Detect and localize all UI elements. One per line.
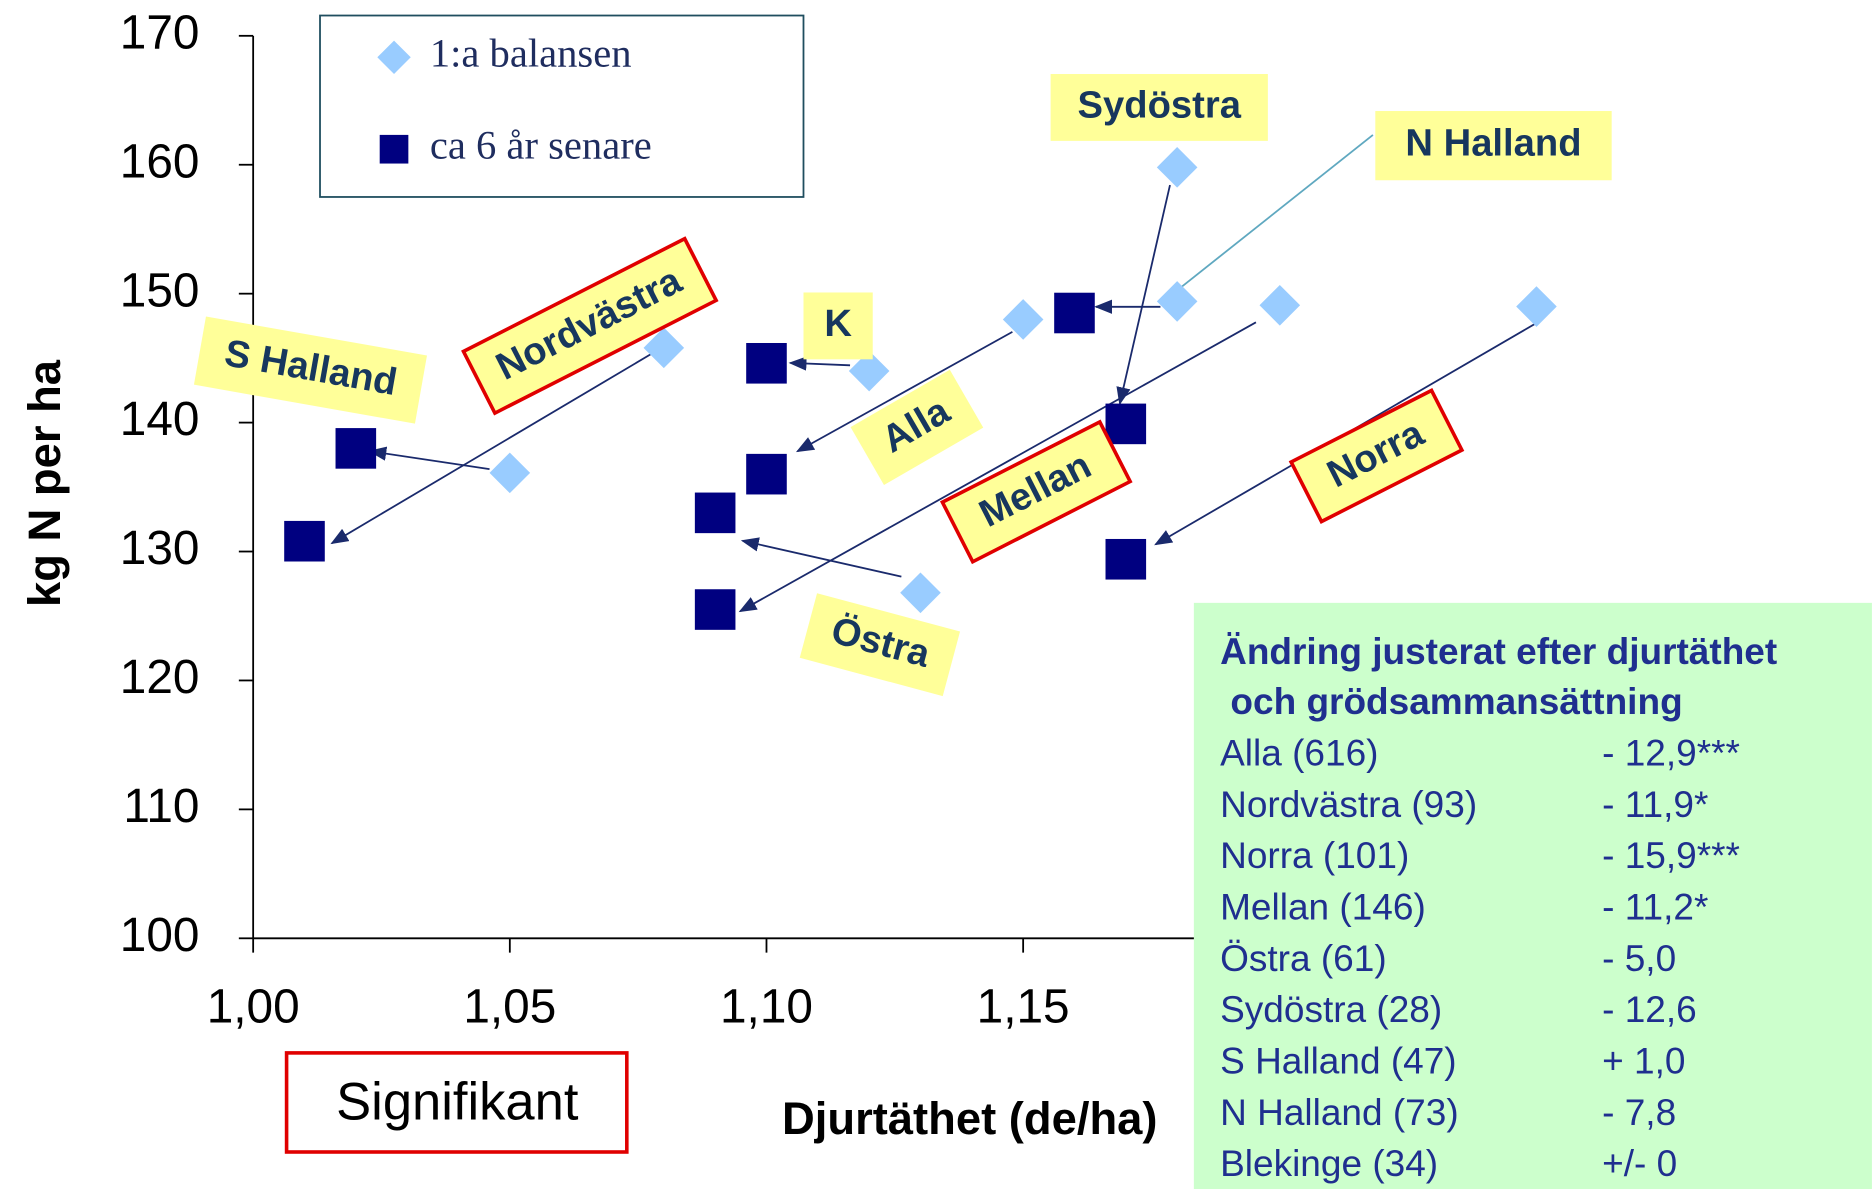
summary-cell: - 15,9*** [1602, 835, 1740, 876]
y-tick-label: 150 [120, 264, 200, 317]
point [1054, 292, 1095, 334]
y-axis-label: kg N per ha [19, 359, 70, 607]
point [694, 589, 736, 630]
summary-cell: Östra (61) [1220, 938, 1387, 979]
point [848, 350, 890, 392]
summary-cell: Alla (616) [1220, 732, 1378, 773]
arrows [330, 134, 1539, 613]
annotation: K [824, 302, 852, 345]
summary-cell: Blekinge (34) [1220, 1143, 1438, 1184]
annotation: N Halland [1405, 122, 1581, 165]
label-box [850, 369, 984, 485]
point [284, 520, 325, 562]
summary-cell: Norra (101) [1220, 835, 1409, 876]
arrow [368, 446, 490, 471]
axes: 100 110 120 130 140 150 160 170 1,00 1,05 1,10 1,15 [120, 6, 1794, 1034]
legend-marker [379, 134, 409, 164]
point [1156, 147, 1198, 188]
point [1259, 284, 1301, 326]
point [746, 453, 787, 495]
summary-cell: S Halland (47) [1220, 1040, 1457, 1081]
summary-cell: - 5,0 [1602, 938, 1676, 979]
x-tick-label: 1,00 [207, 981, 300, 1034]
label-box [803, 292, 873, 360]
summary-cell: - 11,2* [1602, 886, 1708, 927]
label-box [799, 593, 961, 697]
summary-cell: N Halland (73) [1220, 1092, 1459, 1133]
arrow [330, 351, 655, 545]
marks [284, 147, 1557, 630]
point [1105, 538, 1147, 580]
point [1105, 403, 1147, 445]
point [746, 342, 787, 384]
label-box [1375, 111, 1612, 181]
summary-box: Ändring justerat efter djurtäthet och gr… [1193, 602, 1872, 1189]
summary-cell: - 12,6 [1602, 989, 1697, 1030]
y-tick-label: 160 [120, 135, 200, 188]
y-tick-label: 130 [120, 522, 200, 575]
point [900, 572, 941, 614]
legend: 1:a balansen ca 6 år senare [319, 14, 805, 198]
summary-cell: Mellan (146) [1220, 886, 1426, 927]
point [1002, 299, 1044, 340]
point [1156, 281, 1198, 322]
y-tick-label: 100 [120, 909, 200, 962]
y-tick-label: 140 [120, 393, 200, 446]
point [1516, 286, 1557, 327]
summary-cell: - 11,9* [1602, 784, 1708, 825]
x-tick-label: 1,10 [720, 981, 813, 1034]
point [489, 452, 531, 494]
arrow [795, 331, 1013, 453]
summary-title: Ändring justerat efter djurtäthet [1220, 631, 1777, 672]
x-tick-label: 1,15 [977, 981, 1070, 1034]
summary-cell: +/- 0 [1602, 1143, 1677, 1184]
summary-title: och grödsammansättning [1220, 681, 1683, 722]
label-box [1288, 388, 1465, 524]
legend-marker [377, 40, 411, 75]
y-tick-label: 110 [123, 780, 199, 833]
arrow [738, 321, 1257, 613]
y-tick-label: 120 [120, 651, 200, 704]
label-box [939, 419, 1133, 565]
summary-cell: - 7,8 [1602, 1092, 1676, 1133]
summary-cell: - 12,9*** [1602, 732, 1740, 773]
summary-background [1193, 602, 1872, 1189]
arrow [740, 537, 902, 578]
point [335, 428, 377, 469]
arrow [788, 356, 851, 371]
annotation: Sydöstra [1078, 84, 1242, 127]
point [694, 492, 736, 534]
arrow [1116, 184, 1171, 406]
legend-box [319, 14, 805, 198]
summary-cell: + 1,0 [1602, 1040, 1685, 1081]
legend-label: ca 6 år senare [430, 123, 652, 168]
leader-line [1169, 134, 1374, 297]
y-tick-label: 170 [120, 6, 200, 59]
summary-cell: Nordvästra (93) [1220, 784, 1477, 825]
label-box [461, 236, 719, 416]
note-box [284, 1051, 629, 1154]
x-axis-label: Djurtäthet (de/ha) [782, 1093, 1157, 1144]
x-tick-label: 1,05 [463, 981, 556, 1034]
label-box [1050, 74, 1268, 141]
summary-cell: Sydöstra (28) [1220, 989, 1442, 1030]
legend-label: 1:a balansen [430, 31, 632, 76]
label-box [193, 316, 427, 424]
note: Signifikant [336, 1072, 579, 1131]
point [643, 327, 685, 369]
